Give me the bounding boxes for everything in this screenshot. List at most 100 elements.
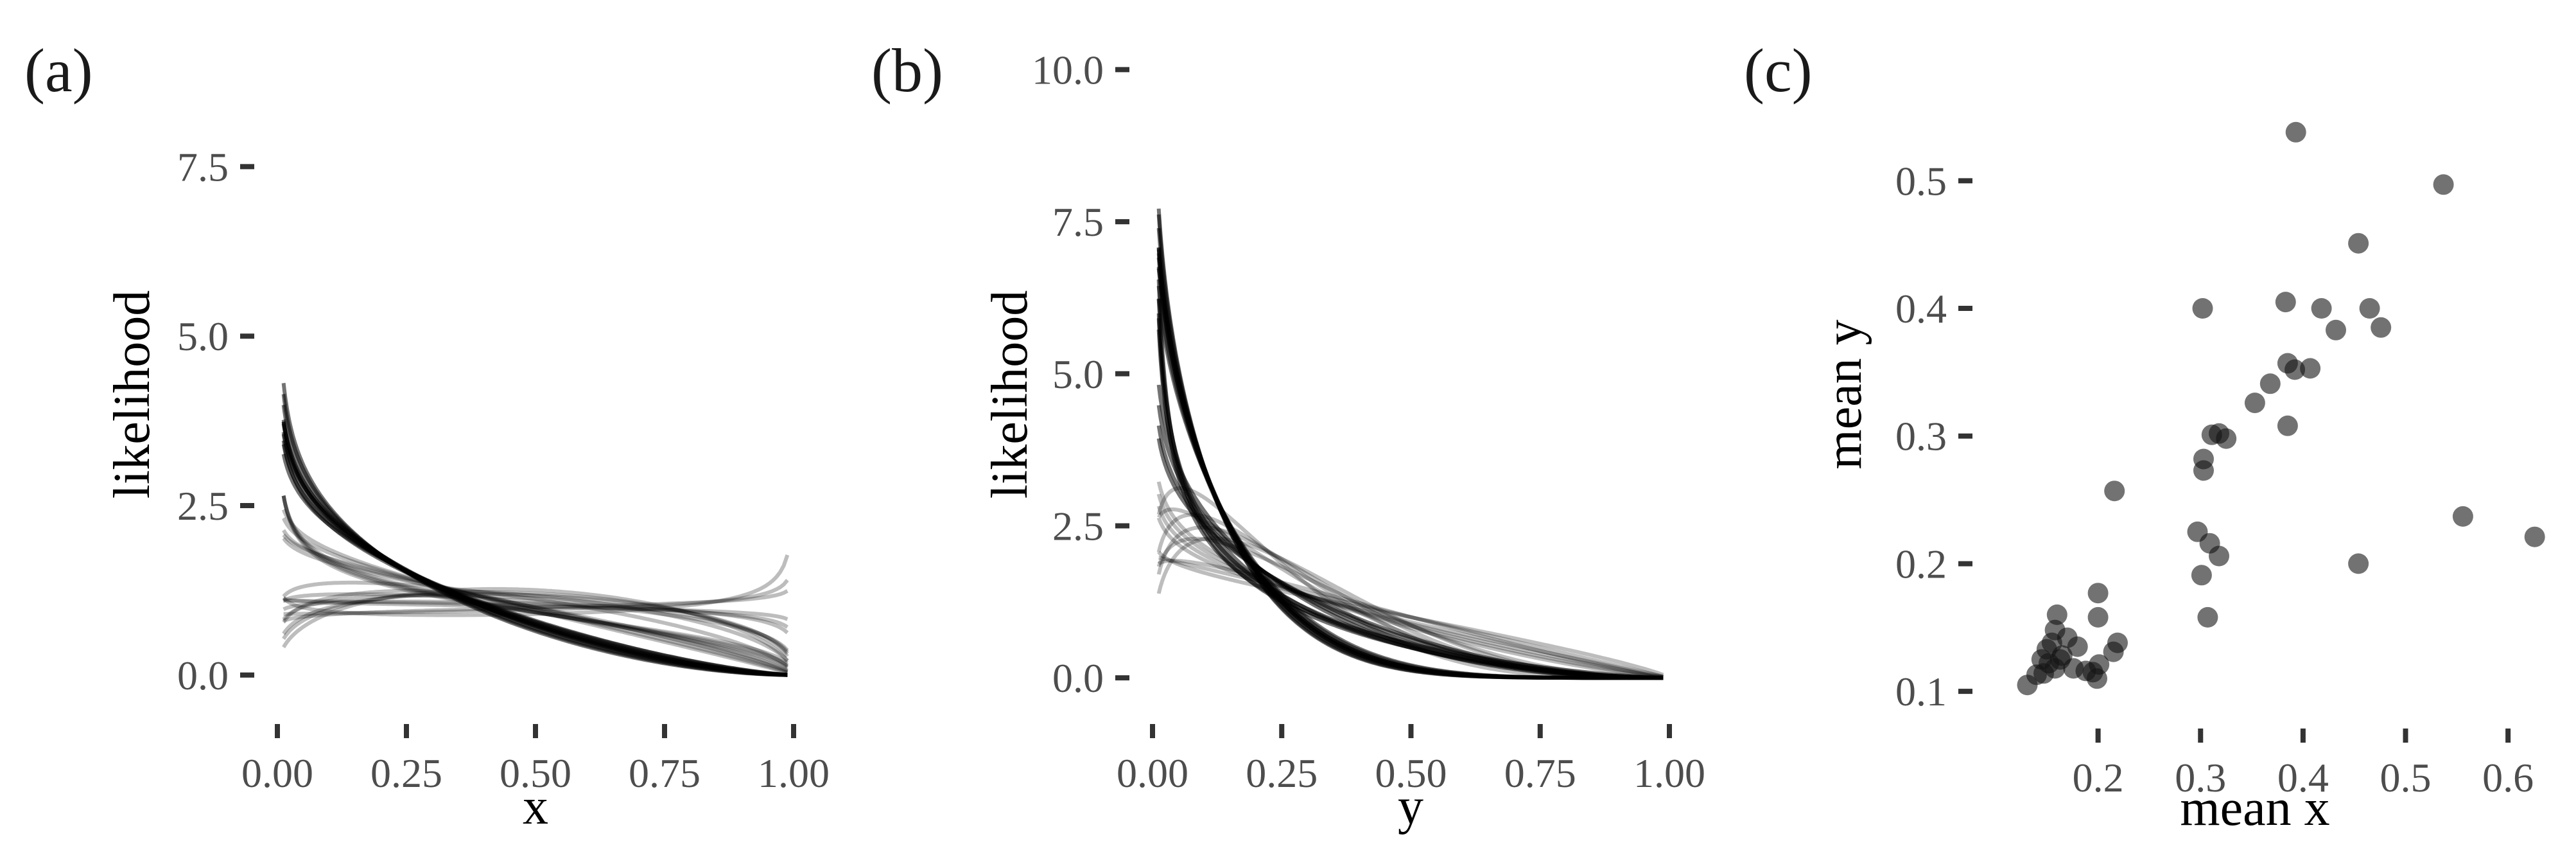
series-line — [281, 592, 789, 652]
x-axis-title: y — [1398, 779, 1423, 835]
series-line — [281, 598, 788, 629]
chart-a: (a) 0.00 0.25 0.50 0.75 1.00 0.0 2.5 5.0 7.5 x like… — [24, 36, 830, 835]
series-line — [281, 597, 788, 621]
x-tick-label: 0.75 — [629, 750, 701, 796]
y-tick-label: 0.5 — [1895, 158, 1947, 204]
y-tick-label: 5.0 — [1052, 351, 1104, 397]
series-line — [281, 589, 788, 623]
scatter-point — [2244, 393, 2265, 414]
x-axis-title: mean x — [2180, 780, 2329, 836]
panel-c: (c) 0.2 0.3 0.4 0.5 0.6 0.1 0.2 0.3 0.4 0.5 mean x m… — [1717, 0, 2576, 857]
y-tick-label: 0.1 — [1895, 669, 1947, 714]
x-axis-title: x — [523, 779, 548, 835]
y-axis-title: likelihood — [104, 290, 161, 499]
series-line — [281, 533, 788, 674]
x-tick-label: 0.25 — [1246, 750, 1318, 796]
y-tick-label: 5.0 — [177, 314, 229, 359]
series-line — [281, 494, 789, 667]
scatter-point — [2216, 428, 2237, 449]
scatter-point — [2193, 460, 2214, 481]
series-line — [1156, 227, 1664, 680]
scatter-point — [2075, 660, 2096, 682]
x-tick-label: 1.00 — [1633, 750, 1705, 796]
scatter-point — [2046, 604, 2067, 625]
scatter-point — [2371, 317, 2392, 338]
y-tick-label: 7.5 — [1052, 199, 1104, 245]
y-tick-label: 0.0 — [1052, 655, 1104, 701]
y-tick-label: 2.5 — [177, 483, 229, 529]
x-tick-label: 0.6 — [2482, 755, 2534, 800]
scatter-point — [2192, 298, 2213, 319]
panel-b: (b) 0.00 0.25 0.50 0.75 1.00 0.0 2.5 5.0 7.5 10.0 y… — [858, 0, 1717, 857]
series-line — [1156, 208, 1664, 680]
scatter-point — [2067, 636, 2088, 657]
y-tick-label: 2.5 — [1052, 503, 1104, 549]
y-axis-title: mean y — [1816, 319, 1872, 469]
series-line — [281, 587, 789, 662]
scatter-point — [2348, 233, 2369, 254]
scatter-point — [2259, 373, 2281, 394]
scatter-point — [2524, 526, 2545, 547]
series-line — [281, 590, 789, 658]
series-line — [1156, 550, 1664, 677]
y-tick-label: 0.3 — [1895, 414, 1947, 459]
series-line — [1156, 513, 1664, 680]
x-tick-label: 0.50 — [500, 750, 571, 796]
series-line — [281, 579, 789, 616]
series-line — [1156, 536, 1664, 680]
series-line — [281, 580, 789, 668]
series-line — [1156, 267, 1664, 680]
series-line — [281, 422, 788, 677]
x-tick-label: 0.2 — [2073, 755, 2124, 800]
series-line — [1156, 247, 1664, 680]
series-line — [1156, 536, 1664, 680]
y-tick-label: 10.0 — [1032, 47, 1104, 93]
scatter-point — [2284, 359, 2306, 380]
scatter-point — [2209, 545, 2229, 567]
chart-c: (c) 0.2 0.3 0.4 0.5 0.6 0.1 0.2 0.3 0.4 0.5 mean x m… — [1744, 36, 2545, 836]
x-tick-label: 1.00 — [758, 750, 830, 796]
x-tick-label: 0.75 — [1504, 750, 1576, 796]
scatter-point — [2275, 292, 2296, 313]
series-line — [281, 528, 788, 673]
scatter-point — [2017, 675, 2038, 696]
scatter-point — [2326, 319, 2346, 340]
scatter-point — [2191, 565, 2212, 586]
y-axis-title: likelihood — [982, 290, 1038, 499]
scatter-point — [2285, 121, 2306, 143]
scatter-point — [2348, 553, 2369, 574]
y-tick-label: 7.5 — [177, 144, 229, 190]
points-group — [2017, 121, 2545, 696]
series-line — [281, 599, 789, 635]
series-line — [1156, 248, 1664, 680]
chart-b: (b) 0.00 0.25 0.50 0.75 1.00 0.0 2.5 5.0 7.5 10.0 y… — [871, 36, 1705, 835]
series-line — [1156, 252, 1664, 680]
scatter-point — [2087, 606, 2109, 628]
series-line — [1156, 247, 1664, 680]
series-line — [281, 588, 789, 663]
series-line — [1156, 329, 1664, 680]
series-line — [281, 494, 788, 670]
y-tick-label: 0.4 — [1895, 286, 1947, 331]
series-line — [281, 382, 788, 677]
series-line — [281, 592, 789, 655]
y-tick-label: 0.0 — [177, 653, 229, 698]
series-line — [281, 508, 788, 675]
series-line — [281, 494, 788, 669]
x-tick-label: 0.00 — [1117, 750, 1188, 796]
scatter-point — [2197, 606, 2218, 628]
series-line — [281, 554, 790, 617]
series-line — [281, 494, 789, 665]
series-line — [1156, 486, 1664, 680]
series-line — [1156, 556, 1664, 678]
scatter-point — [2452, 506, 2473, 527]
x-tick-label: 0.00 — [241, 750, 313, 796]
series-line — [1156, 480, 1664, 680]
scatter-point — [2359, 298, 2380, 319]
scatter-point — [2300, 358, 2321, 379]
series-line — [1156, 525, 1664, 680]
series-line — [1156, 504, 1664, 679]
scatter-point — [2433, 174, 2454, 195]
panel-tag: (b) — [871, 36, 943, 105]
y-tick-label: 0.2 — [1895, 541, 1947, 587]
